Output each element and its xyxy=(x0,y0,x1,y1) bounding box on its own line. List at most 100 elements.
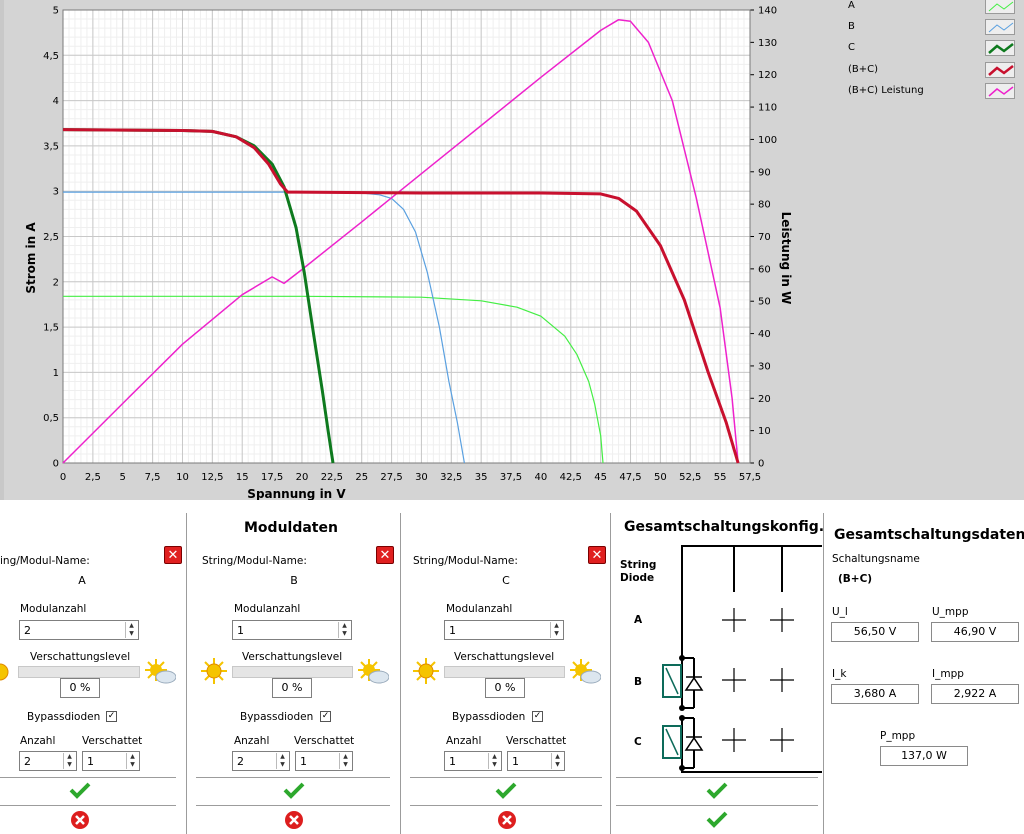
verschattet-label: Verschattet xyxy=(506,735,567,747)
verschattet-input[interactable]: 1 ▲ ▼ xyxy=(82,751,140,771)
x-tick-label: 15 xyxy=(236,472,249,483)
y-tick-label: 0 xyxy=(53,459,59,470)
close-icon[interactable]: ✕ xyxy=(588,546,606,564)
y-tick-label: 5 xyxy=(53,6,59,17)
checkmark-icon[interactable] xyxy=(69,781,91,803)
ul-label: U_l xyxy=(832,606,848,618)
spinner[interactable]: ▲ ▼ xyxy=(125,622,137,638)
modulanzahl-input[interactable]: 2 ▲ ▼ xyxy=(19,620,139,640)
moduldaten-title: Moduldaten xyxy=(244,520,338,536)
spinner[interactable]: ▲ ▼ xyxy=(276,753,288,769)
x-tick-label: 7,5 xyxy=(145,472,161,483)
legend-item-c[interactable]: C xyxy=(840,40,1024,62)
impp-value: 2,922 A xyxy=(931,684,1019,704)
delete-icon[interactable] xyxy=(497,810,517,834)
verschattung-label: Verschattungslevel xyxy=(454,651,555,663)
spinner[interactable]: ▲ ▼ xyxy=(126,753,138,769)
schaltungsname-value: (B+C) xyxy=(838,573,873,585)
bypass-checkbox[interactable]: ✓ xyxy=(106,711,117,722)
modulanzahl-input[interactable]: 1 ▲ ▼ xyxy=(444,620,564,640)
verschattet-input[interactable]: 1 ▲ ▼ xyxy=(295,751,353,771)
anzahl-input[interactable]: 1 ▲ ▼ xyxy=(444,751,502,771)
legend-swatch-a[interactable] xyxy=(985,0,1015,14)
anzahl-label: Anzahl xyxy=(20,735,56,747)
sun-icon xyxy=(0,659,12,689)
modulanzahl-label: Modulanzahl xyxy=(234,603,301,615)
divider xyxy=(823,513,824,834)
spinner[interactable]: ▲ ▼ xyxy=(550,622,562,638)
verschattet-value: 1 xyxy=(300,755,307,768)
sun-icon xyxy=(412,657,440,689)
y2-tick-label: 140 xyxy=(758,6,777,17)
verschattung-slider[interactable] xyxy=(444,666,565,678)
y2-tick-label: 120 xyxy=(758,70,777,81)
bypass-label: Bypassdioden xyxy=(27,711,101,723)
spinner[interactable]: ▲ ▼ xyxy=(551,753,563,769)
legend-item-b[interactable]: B xyxy=(840,19,1024,41)
verschattet-label: Verschattet xyxy=(82,735,143,747)
x-tick-label: 32,5 xyxy=(440,472,462,483)
y2-tick-label: 60 xyxy=(758,264,771,275)
y2-tick-label: 30 xyxy=(758,361,771,372)
spinner[interactable]: ▲ ▼ xyxy=(338,622,350,638)
legend-swatch-bc[interactable] xyxy=(985,62,1015,78)
checkmark-icon[interactable] xyxy=(706,810,728,832)
delete-icon[interactable] xyxy=(284,810,304,834)
y2-tick-label: 40 xyxy=(758,329,771,340)
spinner[interactable]: ▲ ▼ xyxy=(63,753,75,769)
verschattet-input[interactable]: 1 ▲ ▼ xyxy=(507,751,565,771)
checkmark-icon[interactable] xyxy=(495,781,517,803)
x-tick-label: 52,5 xyxy=(679,472,701,483)
legend-swatch-c[interactable] xyxy=(985,40,1015,56)
cloud-sun-icon xyxy=(357,657,390,689)
modulanzahl-input[interactable]: 1 ▲ ▼ xyxy=(232,620,352,640)
cloud-sun-icon xyxy=(144,657,177,689)
legend-item-bc[interactable]: (B+C) xyxy=(840,62,1024,84)
modulanzahl-label: Modulanzahl xyxy=(20,603,87,615)
legend-item-a[interactable]: A xyxy=(840,0,1024,20)
module-name: B xyxy=(290,574,298,587)
spinner[interactable]: ▲ ▼ xyxy=(488,753,500,769)
y2-tick-label: 130 xyxy=(758,38,777,49)
modulanzahl-value: 2 xyxy=(24,624,31,637)
legend-swatch-bc-leistung[interactable] xyxy=(985,83,1015,99)
close-icon[interactable]: ✕ xyxy=(164,546,182,564)
cloud-sun-icon xyxy=(569,657,602,689)
checkmark-icon[interactable] xyxy=(283,781,305,803)
bypass-checkbox[interactable]: ✓ xyxy=(320,711,331,722)
legend-label-c: C xyxy=(848,42,855,53)
y-tick-label: 1 xyxy=(53,368,59,379)
module-name: A xyxy=(78,574,86,587)
bypass-checkbox[interactable]: ✓ xyxy=(532,711,543,722)
close-icon[interactable]: ✕ xyxy=(376,546,394,564)
divider xyxy=(610,513,611,834)
legend-swatch-b[interactable] xyxy=(985,19,1015,35)
legend-label-b: B xyxy=(848,21,855,32)
anzahl-label: Anzahl xyxy=(446,735,482,747)
x-tick-label: 35 xyxy=(475,472,488,483)
anzahl-input[interactable]: 2 ▲ ▼ xyxy=(232,751,290,771)
x-tick-label: 17,5 xyxy=(261,472,283,483)
y2-tick-label: 10 xyxy=(758,426,771,437)
circuit-diagram[interactable] xyxy=(650,540,822,775)
y2-tick-label: 110 xyxy=(758,103,777,114)
verschattet-value: 1 xyxy=(512,755,519,768)
row-label-a: A xyxy=(634,614,643,626)
y2-tick-label: 20 xyxy=(758,394,771,405)
x-tick-label: 55 xyxy=(714,472,727,483)
anzahl-input[interactable]: 2 ▲ ▼ xyxy=(19,751,77,771)
legend-label-bc-leistung: (B+C) Leistung xyxy=(848,85,924,96)
x-tick-label: 5 xyxy=(120,472,126,483)
legend-item-bc-leistung[interactable]: (B+C) Leistung xyxy=(840,83,1024,105)
verschattung-slider[interactable] xyxy=(232,666,353,678)
spinner[interactable]: ▲ ▼ xyxy=(339,753,351,769)
y2-tick-label: 0 xyxy=(758,459,764,470)
y-tick-label: 0,5 xyxy=(43,413,59,424)
verschattung-slider[interactable] xyxy=(18,666,140,678)
x-tick-label: 25 xyxy=(355,472,368,483)
x-tick-label: 50 xyxy=(654,472,667,483)
string-label: String xyxy=(620,559,657,571)
name-label: String/Modul-Name: xyxy=(413,555,518,567)
checkmark-icon[interactable] xyxy=(706,781,728,803)
delete-icon[interactable] xyxy=(70,810,90,834)
